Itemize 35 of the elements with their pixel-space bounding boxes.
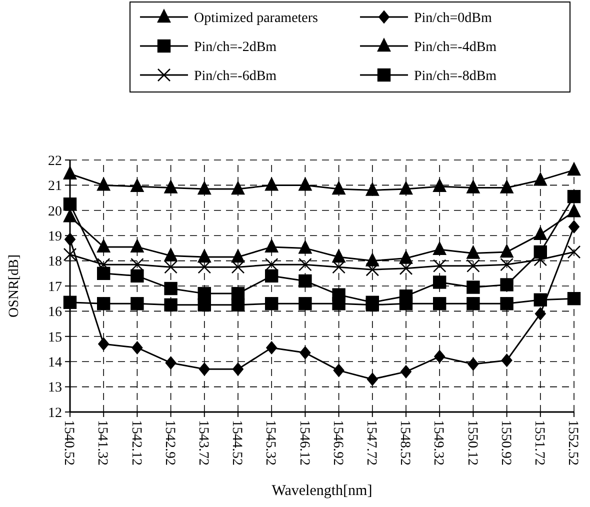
x-axis-title: Wavelength[nm]: [272, 483, 372, 499]
y-tick-label: 19: [48, 230, 62, 244]
x-tick-label: 1540.52: [61, 420, 76, 466]
x-tick-label: 1542.92: [162, 420, 177, 466]
y-axis-title: OSNR[dB]: [7, 254, 22, 318]
x-tick-label: 1552.52: [565, 420, 580, 466]
y-tick-label: 21: [48, 179, 62, 194]
x-tick-label: 1549.32: [430, 420, 446, 466]
legend-label: Pin/ch=-6dBm: [194, 68, 277, 84]
x-tick-label: 1545.32: [262, 420, 278, 466]
y-tick-label: 13: [48, 380, 62, 396]
x-tick-label: 1541.32: [94, 420, 110, 466]
legend-label: Pin/ch=-4dBm: [414, 40, 497, 55]
x-tick-label: 1550.12: [464, 420, 480, 466]
y-tick-label: 18: [48, 254, 62, 270]
x-tick-label: 1546.12: [296, 420, 312, 466]
x-tick-label: 1546.92: [330, 420, 345, 466]
legend-label: Pin/ch=-2dBm: [194, 40, 277, 55]
x-tick-label: 1542.12: [128, 420, 144, 466]
y-tick-label: 17: [48, 280, 62, 295]
y-tick-label: 12: [48, 406, 62, 421]
y-tick-label: 14: [48, 356, 62, 370]
x-tick-label: 1544.52: [229, 420, 244, 466]
y-tick-label: 15: [48, 330, 62, 346]
x-tick-label: 1548.52: [397, 420, 412, 466]
x-tick-label: 1550.92: [498, 420, 513, 466]
x-tick-label: 1551.72: [532, 420, 546, 466]
legend-label: Pin/ch=0dBm: [414, 10, 492, 26]
x-tick-label: 1547.72: [364, 420, 378, 466]
x-tick-label: 1543.72: [196, 420, 210, 466]
legend-label: Optimized parameters: [194, 10, 318, 26]
y-tick-label: 16: [48, 305, 62, 320]
legend-label: Pin/ch=-8dBm: [414, 68, 497, 84]
y-tick-label: 20: [48, 204, 62, 220]
y-tick-label: 22: [48, 154, 62, 169]
